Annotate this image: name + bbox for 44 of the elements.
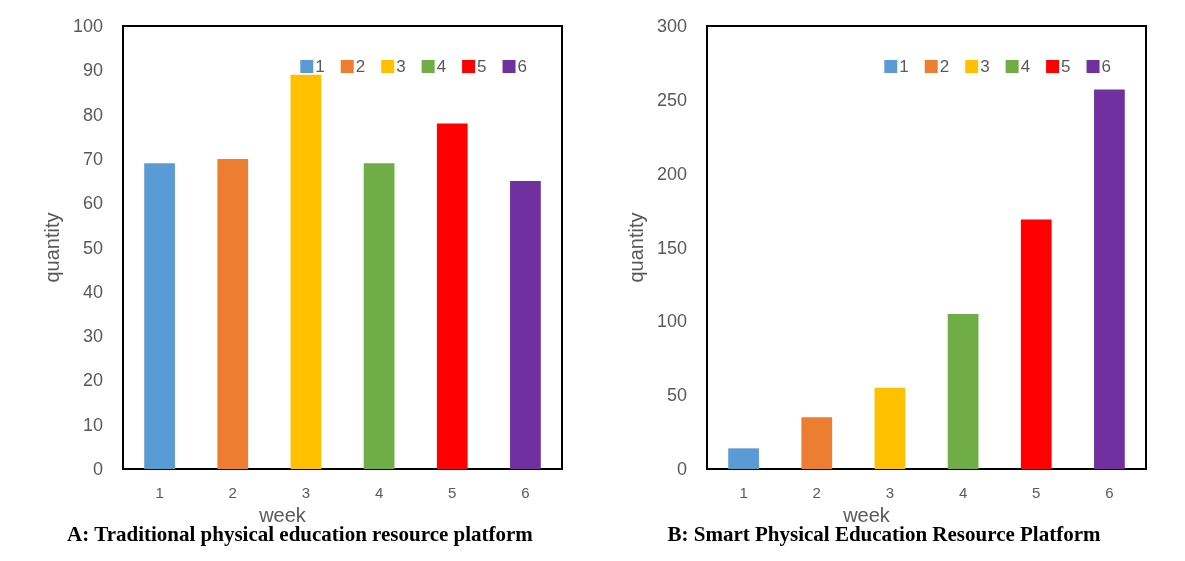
x-tick-label: 4 (374, 484, 384, 501)
y-axis-title: quantity (625, 212, 648, 283)
y-tick-label: 90 (82, 60, 103, 81)
y-tick-label: 50 (666, 385, 687, 406)
y-tick-label: 300 (656, 16, 687, 36)
legend-label: 5 (1061, 57, 1071, 76)
x-tick-label: 5 (1032, 484, 1041, 501)
x-tick-label: 3 (301, 484, 311, 501)
y-tick-label: 50 (82, 237, 103, 258)
legend-label: 6 (1101, 57, 1112, 76)
x-tick-label: 5 (448, 484, 457, 501)
y-tick-label: 70 (82, 148, 103, 169)
x-tick-label: 6 (521, 484, 530, 501)
y-tick-label: 100 (656, 311, 687, 332)
x-tick-label: 4 (958, 484, 968, 501)
y-tick-label: 30 (82, 326, 103, 347)
x-tick-label: 2 (228, 484, 237, 501)
y-tick-label: 250 (656, 89, 687, 110)
x-tick-label: 1 (739, 484, 748, 501)
y-tick-label: 60 (82, 193, 103, 214)
legend-label: 4 (1020, 57, 1031, 76)
legend-label: 2 (355, 57, 366, 76)
legend-label: 4 (436, 57, 447, 76)
legend-label: 1 (899, 57, 909, 76)
x-tick-label: 1 (155, 484, 164, 501)
legend-label: 1 (315, 57, 325, 76)
y-tick-label: 0 (92, 459, 103, 479)
y-tick-label: 10 (82, 414, 103, 435)
y-tick-label: 150 (656, 237, 687, 258)
y-axis-title: quantity (41, 212, 64, 283)
y-tick-label: 80 (82, 104, 103, 125)
legend-label: 2 (939, 57, 950, 76)
x-tick-label: 3 (885, 484, 895, 501)
legend-label: 3 (396, 57, 406, 76)
y-tick-label: 100 (72, 16, 103, 36)
y-tick-label: 20 (82, 370, 103, 391)
legend-label: 6 (517, 57, 528, 76)
x-tick-label: 6 (1105, 484, 1114, 501)
y-tick-label: 200 (656, 163, 687, 184)
y-tick-label: 40 (82, 281, 103, 302)
legend-label: 3 (980, 57, 990, 76)
y-tick-label: 0 (676, 459, 687, 479)
x-tick-label: 2 (812, 484, 821, 501)
legend-label: 5 (477, 57, 487, 76)
